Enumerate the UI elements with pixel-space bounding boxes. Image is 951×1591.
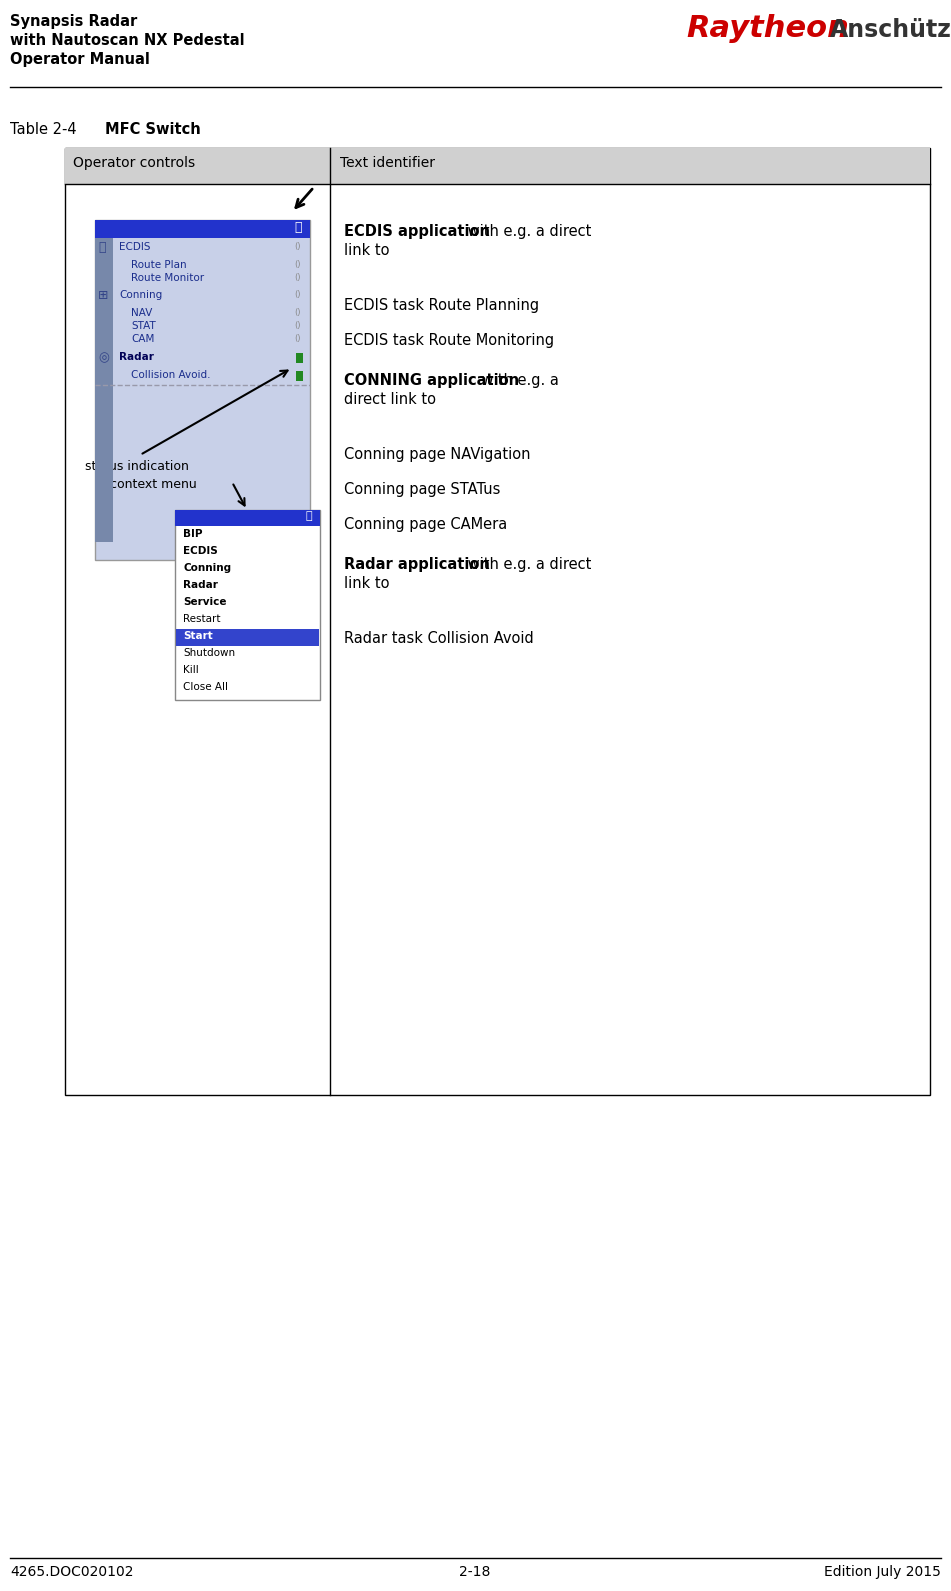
Text: Edition July 2015: Edition July 2015 — [825, 1566, 941, 1578]
Text: link to: link to — [344, 576, 390, 590]
Bar — [175, 511, 320, 700]
Text: Collision Avoid.: Collision Avoid. — [131, 371, 210, 380]
Text: ⊞: ⊞ — [98, 290, 108, 302]
Text: context menu: context menu — [110, 477, 197, 492]
Text: status indication: status indication — [85, 460, 189, 473]
Text: ⧈: ⧈ — [98, 240, 106, 255]
Text: (): () — [294, 274, 301, 282]
Text: Table 2-4: Table 2-4 — [10, 123, 77, 137]
Text: Route Monitor: Route Monitor — [131, 274, 204, 283]
Text: link to: link to — [344, 243, 390, 258]
Text: 4265.DOC020102: 4265.DOC020102 — [10, 1566, 133, 1578]
Text: (): () — [294, 290, 301, 299]
Text: Operator controls: Operator controls — [73, 156, 195, 170]
Text: Restart: Restart — [183, 614, 221, 624]
Text: with e.g. a direct: with e.g. a direct — [463, 224, 592, 239]
Text: with Nautoscan NX Pedestal: with Nautoscan NX Pedestal — [10, 33, 244, 48]
Text: Route Plan: Route Plan — [131, 259, 186, 270]
Text: ECDIS application: ECDIS application — [344, 224, 490, 239]
Text: Raytheon: Raytheon — [686, 14, 849, 43]
Text: Synapsis Radar: Synapsis Radar — [10, 14, 137, 29]
Text: ECDIS: ECDIS — [183, 546, 218, 555]
Text: Radar task Collision Avoid: Radar task Collision Avoid — [344, 632, 534, 646]
Bar — [95, 239, 113, 543]
Text: Text identifier: Text identifier — [340, 156, 435, 170]
Text: (): () — [294, 309, 301, 317]
Text: Operator Manual: Operator Manual — [10, 53, 150, 67]
Text: ECDIS: ECDIS — [119, 242, 150, 251]
Text: Radar: Radar — [119, 352, 154, 363]
Text: (): () — [294, 334, 301, 344]
Text: 2-18: 2-18 — [459, 1566, 491, 1578]
Text: Conning page NAVigation: Conning page NAVigation — [344, 447, 531, 461]
Text: (): () — [294, 242, 301, 251]
Bar — [175, 511, 320, 527]
Bar — [296, 353, 303, 363]
Bar — [95, 220, 310, 239]
Text: Conning: Conning — [183, 563, 231, 573]
Text: CONNING application: CONNING application — [344, 372, 519, 388]
Text: Service: Service — [183, 597, 226, 608]
Text: ECDIS task Route Monitoring: ECDIS task Route Monitoring — [344, 333, 554, 348]
Text: ⓘ: ⓘ — [294, 221, 301, 234]
Text: Radar: Radar — [183, 581, 218, 590]
Text: Shutdown: Shutdown — [183, 648, 235, 659]
Text: ECDIS task Route Planning: ECDIS task Route Planning — [344, 298, 539, 313]
Bar — [176, 628, 319, 646]
Text: Close All: Close All — [183, 683, 228, 692]
Text: (): () — [294, 321, 301, 329]
Text: (): () — [294, 259, 301, 269]
Text: BIP: BIP — [183, 528, 203, 539]
Text: Radar application: Radar application — [344, 557, 490, 573]
Bar — [65, 148, 930, 185]
Text: CAM: CAM — [131, 334, 154, 344]
Text: direct link to: direct link to — [344, 391, 436, 407]
Text: ◎: ◎ — [98, 352, 108, 364]
Text: Start: Start — [183, 632, 213, 641]
Bar — [65, 148, 930, 1095]
Bar — [95, 220, 310, 560]
Bar — [296, 371, 303, 380]
Text: Conning page STATus: Conning page STATus — [344, 482, 500, 496]
Text: STAT: STAT — [131, 321, 156, 331]
Text: with e.g. a: with e.g. a — [477, 372, 559, 388]
Text: Anschütz: Anschütz — [830, 18, 951, 41]
Text: MFC Switch: MFC Switch — [105, 123, 201, 137]
Text: Conning page CAMera: Conning page CAMera — [344, 517, 507, 531]
Text: with e.g. a direct: with e.g. a direct — [463, 557, 592, 573]
Text: NAV: NAV — [131, 309, 152, 318]
Text: Kill: Kill — [183, 665, 199, 675]
Text: ⓘ: ⓘ — [306, 511, 313, 520]
Text: Conning: Conning — [119, 290, 163, 301]
